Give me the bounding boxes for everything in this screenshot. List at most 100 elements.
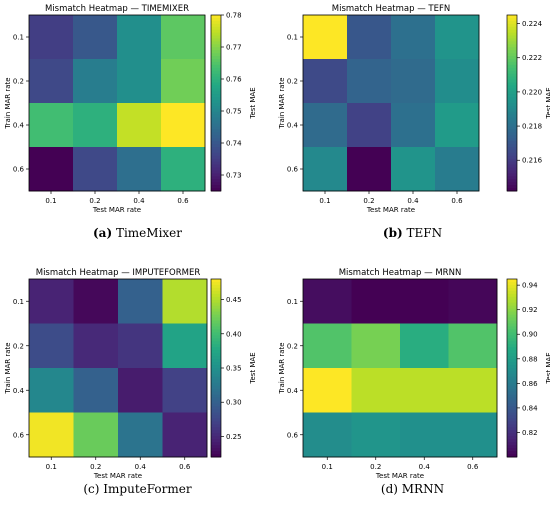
colorbar-segment xyxy=(507,308,517,313)
colorbar-segment xyxy=(507,179,517,183)
colorbar-segment xyxy=(211,338,221,342)
colorbar-segment xyxy=(211,32,221,37)
heatmap-cell xyxy=(29,279,74,324)
heatmap-cell xyxy=(347,59,392,104)
heatmap-title: Mismatch Heatmap — MRNN xyxy=(339,268,462,278)
colorbar-segment xyxy=(211,415,221,419)
colorbar-segment xyxy=(507,421,517,425)
colorbar-segment xyxy=(507,281,517,286)
colorbar-segment xyxy=(211,421,221,425)
colorbar-segment xyxy=(211,403,221,408)
colorbar-segment xyxy=(211,391,221,396)
colorbar-segment xyxy=(507,32,517,37)
heatmap-cell xyxy=(391,147,436,192)
colorbar-segment xyxy=(507,445,517,449)
caption-b: (b) TEFN xyxy=(382,226,443,240)
colorbar-segment xyxy=(507,117,517,122)
colorbar-segment xyxy=(507,287,517,292)
heatmap-cell xyxy=(73,59,118,104)
heatmap-cell xyxy=(73,412,119,458)
plot-frame xyxy=(302,14,480,192)
colorbar-segment xyxy=(211,100,221,104)
colorbar-tick-label: 0.40 xyxy=(226,330,242,338)
colorbar-tick-label: 0.90 xyxy=(522,331,538,339)
colorbar-segment xyxy=(211,320,221,324)
colorbar-segment xyxy=(507,35,517,39)
y-tick-label: 0.1 xyxy=(13,298,24,306)
heatmap-cell xyxy=(303,412,352,458)
colorbar-segment xyxy=(211,59,221,63)
colorbar-segment xyxy=(507,188,517,192)
x-tick-label: 0.6 xyxy=(467,463,479,471)
colorbar-segment xyxy=(507,311,517,316)
colorbar-tick-label: 0.84 xyxy=(522,404,538,412)
colorbar-segment xyxy=(211,70,221,75)
heatmap-cell xyxy=(303,147,348,192)
colorbar-label: Test MAE xyxy=(545,352,550,384)
colorbar-segment xyxy=(211,23,221,28)
colorbar-segment xyxy=(507,70,517,75)
colorbar-segment xyxy=(211,88,221,92)
colorbar-segment xyxy=(507,436,517,440)
colorbar-segment xyxy=(507,167,517,171)
heatmap-cell xyxy=(117,147,162,192)
colorbar-segment xyxy=(211,451,221,455)
colorbar-segment xyxy=(211,368,221,372)
colorbar-segment xyxy=(211,73,221,78)
colorbar-tick-label: 0.30 xyxy=(226,399,242,407)
y-tick-label: 0.1 xyxy=(13,34,24,42)
colorbar-segment xyxy=(507,147,517,151)
colorbar-segment xyxy=(507,391,517,396)
colorbar-segment xyxy=(507,397,517,402)
colorbar-segment xyxy=(211,26,221,31)
colorbar-segment xyxy=(211,445,221,449)
plot-frame xyxy=(28,14,206,192)
heatmap-cell xyxy=(29,368,74,413)
colorbar-segment xyxy=(211,144,221,148)
colorbar-segment xyxy=(211,97,221,101)
colorbar-segment xyxy=(211,317,221,322)
colorbar-segment xyxy=(211,29,221,34)
colorbar-segment xyxy=(507,161,517,166)
heatmap-cell xyxy=(435,103,480,148)
colorbar-segment xyxy=(211,155,221,160)
colorbar-segment xyxy=(211,448,221,452)
colorbar-segment xyxy=(211,173,221,177)
colorbar-segment xyxy=(211,347,221,351)
colorbar-segment xyxy=(507,176,517,180)
heatmap-cell xyxy=(351,412,401,458)
colorbar-segment xyxy=(507,144,517,148)
colorbar-segment xyxy=(211,394,221,399)
colorbar-tick-label: 0.92 xyxy=(522,306,538,314)
colorbar-segment xyxy=(211,176,221,180)
colorbar-segment xyxy=(507,64,517,69)
x-tick-label: 0.2 xyxy=(89,197,100,205)
colorbar-segment xyxy=(507,53,517,57)
colorbar-segment xyxy=(211,123,221,127)
heatmap-cell xyxy=(161,59,206,104)
colorbar-segment xyxy=(211,108,221,113)
colorbar-segment xyxy=(507,155,517,160)
colorbar-segment xyxy=(211,20,221,25)
colorbar-segment xyxy=(211,311,221,316)
colorbar-segment xyxy=(507,442,517,446)
heatmap-cell xyxy=(347,147,392,192)
colorbar-segment xyxy=(507,373,517,378)
colorbar-segment xyxy=(211,105,221,110)
colorbar-tick-label: 0.73 xyxy=(226,172,242,180)
colorbar-label: Test MAE xyxy=(249,352,257,384)
colorbar-segment xyxy=(507,123,517,127)
colorbar-segment xyxy=(507,362,517,366)
y-axis-label: Train MAR rate xyxy=(4,77,12,129)
colorbar-segment xyxy=(507,158,517,163)
colorbar-segment xyxy=(507,439,517,443)
heatmap-cell xyxy=(161,103,206,148)
colorbar-segment xyxy=(507,132,517,136)
colorbar-segment xyxy=(507,44,517,48)
colorbar-segment xyxy=(507,314,517,319)
colorbar-segment xyxy=(211,439,221,443)
y-axis-label: Train MAR rate xyxy=(278,342,286,394)
heatmap-panel-4: Mismatch Heatmap — MRNN 0.1 0.2 0.4 0.6 Test … xyxy=(278,268,550,480)
colorbar-tick-label: 0.76 xyxy=(226,76,242,84)
colorbar-segment xyxy=(211,308,221,313)
